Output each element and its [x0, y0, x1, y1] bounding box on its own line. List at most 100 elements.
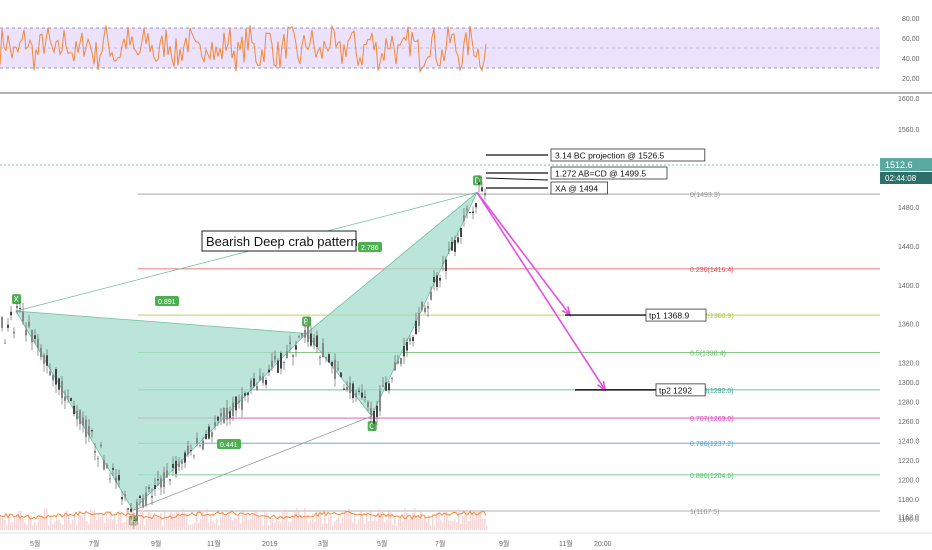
volume-bar: [206, 508, 208, 530]
candle-body: [37, 338, 39, 349]
volume-bar: [370, 511, 372, 530]
volume-bar: [440, 520, 442, 530]
volume-bar: [204, 516, 206, 530]
volume-bar: [366, 510, 368, 530]
volume-bar: [52, 523, 54, 530]
volume-bar: [290, 522, 292, 530]
candle-body: [211, 432, 213, 438]
fib-label: 0.382(1368.9): [690, 313, 734, 320]
volume-bar: [268, 525, 270, 530]
candle-body: [475, 203, 477, 208]
volume-bar: [232, 520, 234, 530]
candle-body: [376, 405, 378, 417]
price-tick-label: 1600.0: [898, 96, 920, 103]
rsi-tick-label: 40.00: [902, 56, 920, 63]
candle-body: [19, 307, 21, 309]
volume-bar: [300, 515, 302, 530]
volume-bar: [336, 519, 338, 530]
volume-bar: [318, 513, 320, 530]
point-label: B: [304, 317, 309, 326]
volume-bar: [278, 520, 280, 530]
candle-body: [400, 358, 402, 365]
volume-bar: [308, 522, 310, 530]
candle-body: [22, 311, 24, 322]
volume-bar: [126, 508, 128, 530]
candle-body: [217, 416, 219, 421]
fib-levels: 0(1493.3) 0.236(1416.4) 0.382(1368.9) 0.5(1…: [138, 192, 880, 516]
volume-bar: [146, 518, 148, 530]
price-tick-label: 1260.0: [898, 419, 920, 426]
volume-bar: [58, 519, 60, 530]
time-tick-label: 3월: [318, 539, 328, 548]
candle-body: [334, 359, 336, 379]
candle-body: [34, 335, 36, 339]
volume-bar: [38, 514, 40, 530]
volume-bar: [464, 515, 466, 530]
volume-bar: [416, 517, 418, 530]
title-box: [201, 230, 357, 252]
candle-body: [391, 377, 393, 380]
volume-bar: [108, 519, 110, 530]
candle-body: [184, 452, 186, 463]
volume-bar: [480, 509, 482, 530]
candle-body: [133, 520, 135, 522]
candle-body: [31, 330, 33, 343]
candle-body: [169, 479, 171, 481]
candle-body: [262, 376, 264, 383]
volume-bar: [298, 510, 300, 530]
volume-bar: [116, 524, 118, 530]
candle-body: [91, 430, 93, 432]
volume-bar: [128, 514, 130, 530]
volume-bar: [138, 523, 140, 530]
volume-bar: [180, 516, 182, 530]
volume-bar: [322, 523, 324, 530]
volume-bar: [88, 524, 90, 530]
volume-bar: [426, 521, 428, 530]
volume-bar: [328, 516, 330, 530]
volume-bar: [254, 511, 256, 530]
price-tick-label: 1220.0: [898, 458, 920, 465]
volume-bar: [140, 510, 142, 530]
volume-bar: [160, 513, 162, 530]
candle-body: [61, 381, 63, 399]
volume-bar: [48, 525, 50, 530]
volume-bar: [228, 514, 230, 530]
candle-body: [4, 342, 6, 344]
candle-body: [346, 386, 348, 390]
candle-body: [289, 342, 291, 345]
candle-body: [379, 390, 381, 412]
volume-bar: [448, 520, 450, 530]
volume-bar: [44, 508, 46, 530]
volume-bar: [208, 522, 210, 530]
time-axis[interactable]: 5월 7월 9월 11월 2019 3월 5월 7월 9월 11월 20:00: [0, 532, 932, 548]
candle-body: [124, 494, 126, 497]
candle-body: [202, 440, 204, 450]
volume-bar: [136, 520, 138, 530]
volume-bar: [150, 513, 152, 530]
price-tick-label: 1300.0: [898, 380, 920, 387]
current-price-badge: 1512.6 02:44:08: [880, 158, 932, 184]
volume-bar: [418, 518, 420, 530]
candle-body: [463, 215, 465, 221]
time-tick-label: 2019: [262, 541, 278, 548]
fib-label: 0.236(1416.4): [690, 267, 734, 274]
candle-body: [316, 335, 318, 347]
volume-bar: [236, 519, 238, 530]
candle-body: [88, 425, 90, 436]
volume-bar: [420, 511, 422, 530]
volume-bar: [302, 518, 304, 530]
candle-body: [154, 485, 156, 490]
price-tick-label: 1480.0: [898, 205, 920, 212]
candle-body: [388, 383, 390, 391]
ratio-label: 2.786: [361, 245, 379, 252]
candle-body: [190, 450, 192, 452]
volume-bar: [388, 509, 390, 530]
candle-body: [178, 463, 180, 467]
candle-body: [103, 460, 105, 470]
candle-body: [244, 393, 246, 396]
volume-bar: [154, 512, 156, 530]
volume-bar: [218, 525, 220, 530]
candle-body: [175, 460, 177, 474]
